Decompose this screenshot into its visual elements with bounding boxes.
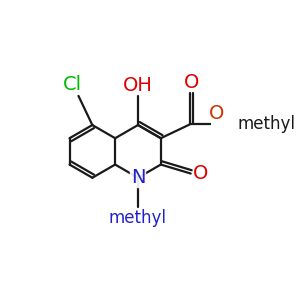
Text: methyl: methyl xyxy=(237,115,295,133)
Text: OH: OH xyxy=(123,76,153,94)
Text: O: O xyxy=(208,104,224,123)
Text: N: N xyxy=(131,168,145,187)
Text: O: O xyxy=(193,164,208,183)
Text: O: O xyxy=(184,73,200,92)
Text: methyl: methyl xyxy=(109,209,167,227)
Text: Cl: Cl xyxy=(63,75,82,94)
